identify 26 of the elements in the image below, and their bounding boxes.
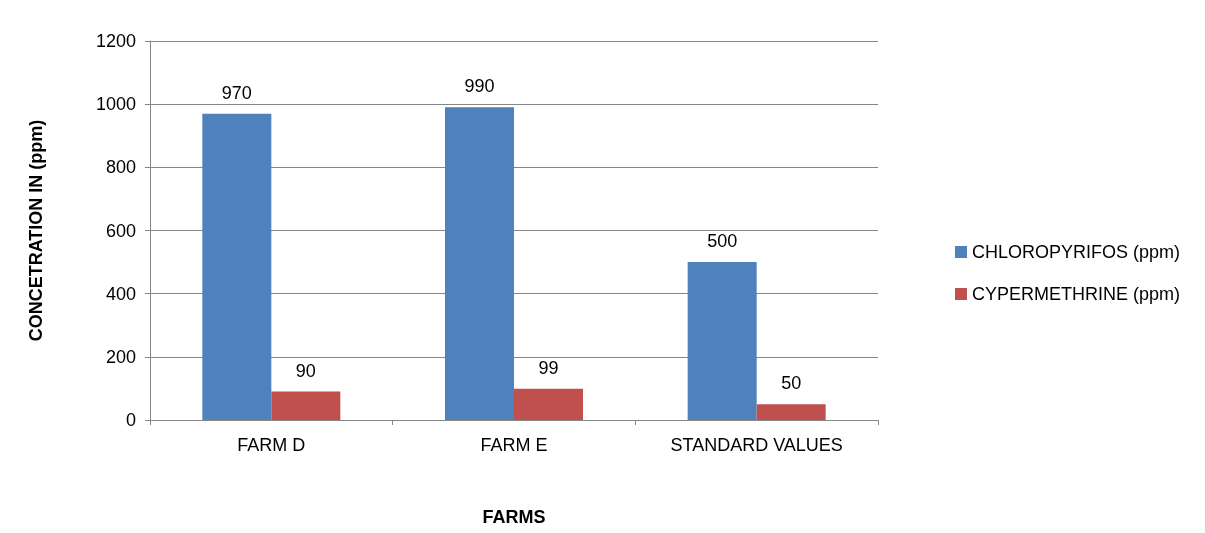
y-tick-label: 1200 <box>95 31 136 51</box>
bar <box>687 262 757 420</box>
data-label: 500 <box>707 231 738 252</box>
y-tick-label: 0 <box>125 410 136 430</box>
bar <box>202 113 272 420</box>
x-tick-label: STANDARD VALUES <box>670 435 843 455</box>
bar <box>445 107 514 420</box>
legend-label: CYPERMETHRINE (ppm) <box>971 284 1180 304</box>
data-label: 99 <box>538 357 559 378</box>
data-label: 990 <box>464 76 495 97</box>
x-axis-title: FARMS <box>482 507 546 527</box>
y-tick-label: 400 <box>105 283 136 304</box>
x-tick-label: FARM E <box>480 435 548 455</box>
data-label: 50 <box>781 373 802 394</box>
bar <box>756 404 826 420</box>
x-tick-label: FARM D <box>237 435 306 455</box>
y-tick-label: 800 <box>105 157 136 178</box>
y-tick-label: 600 <box>105 220 136 241</box>
bar <box>271 391 341 420</box>
y-tick-label: 1000 <box>95 94 136 115</box>
data-label: 90 <box>295 360 316 381</box>
data-label: 970 <box>221 82 252 103</box>
y-tick-label: 200 <box>105 346 136 367</box>
y-axis-title: CONCETRATION IN (ppm) <box>26 119 46 342</box>
bar <box>514 388 583 420</box>
legend-label: CHLOROPYRIFOS (ppm) <box>971 242 1180 262</box>
